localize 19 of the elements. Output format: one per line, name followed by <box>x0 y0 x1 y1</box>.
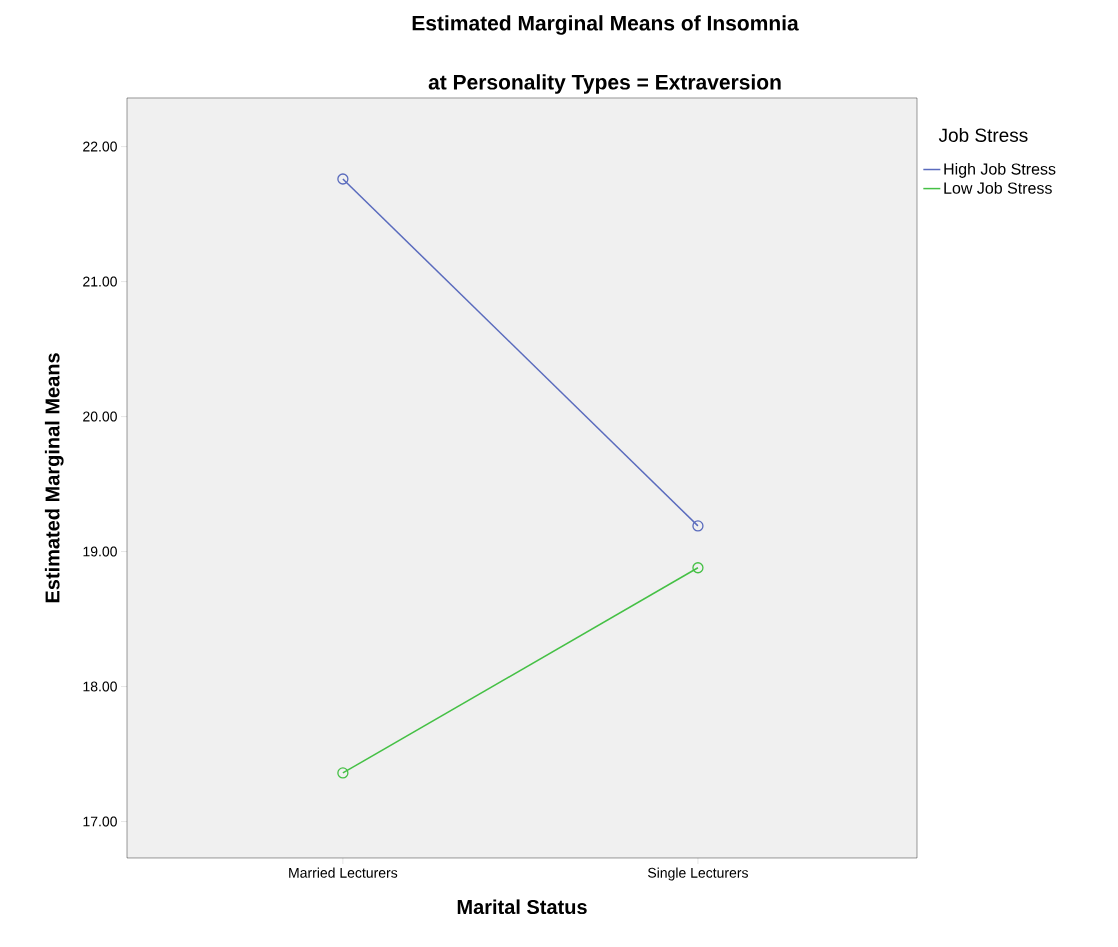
chart-title: Estimated Marginal Means of Insomnia <box>412 15 799 35</box>
point <box>692 520 704 532</box>
point <box>337 173 349 185</box>
point <box>692 562 704 574</box>
y-tick-label: 20.00 <box>83 411 117 422</box>
x-axis-title: Marital Status <box>457 899 587 915</box>
y-tick-label: 22.00 <box>83 141 117 152</box>
point <box>337 767 349 779</box>
y-tick-label: 17.00 <box>83 816 117 827</box>
y-axis-title: Estimated Marginal Means <box>44 353 64 603</box>
y-tick-label: 21.00 <box>83 276 117 287</box>
y-tick-label: 18.00 <box>83 681 117 692</box>
legend-label: High Job Stress <box>944 162 1056 178</box>
legend-title: Job Stress <box>938 128 1028 142</box>
x-tick-label: Single Lecturers <box>648 867 748 881</box>
x-tick-label: Married Lecturers <box>289 867 398 878</box>
chart-subtitle: at Personality Types = Extraversion <box>428 74 781 94</box>
legend-label: Low Job Stress <box>944 182 1052 194</box>
y-tick-label: 19.00 <box>83 546 117 557</box>
